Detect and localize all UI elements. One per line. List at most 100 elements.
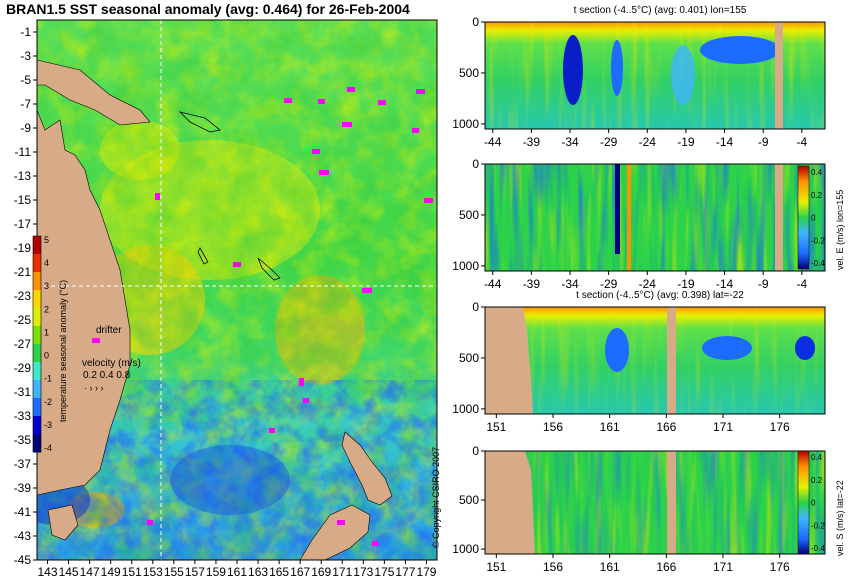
land-nz-south (299, 504, 371, 560)
colorbar-swatch (33, 308, 41, 327)
map-x-tick-label: 169 (311, 565, 331, 579)
map-y-ticks: -1 -3 -5 -7 -9 -11 -13 -15 -17 -19 -21 -23 -25 -27 -29… (14, 25, 37, 567)
panel3-title: t section (-4..5°C) (avg: 0.398) lat=-22 (576, 290, 744, 301)
map-x-tick-label: 155 (164, 565, 184, 579)
section-y-tick-label: 500 (459, 208, 479, 222)
map-x-tick-label: 145 (59, 565, 79, 579)
section-x-tick-label: -24 (639, 135, 657, 149)
colorbar-tick-label: 2 (44, 304, 49, 314)
colorbar-swatch (33, 272, 41, 291)
map-x-tick-label: 165 (269, 565, 289, 579)
colorbar-swatch (33, 236, 41, 255)
map-y-tick-label: -33 (14, 409, 32, 423)
panel2-colorbar-label: vel. E (m/s) lon=155 (835, 190, 845, 270)
land-png (37, 59, 151, 126)
panel-t-lon: t section (-4..5°C) (avg: 0.401) lon=155… (452, 5, 826, 149)
land-australia (37, 109, 131, 496)
section-x-tick-label: 156 (543, 560, 563, 574)
colorbar-tick-label: -0.4 (811, 544, 825, 553)
land-tasmania (47, 504, 79, 541)
colorbar-tick-label: -4 (44, 443, 52, 453)
map-y-tick-label: -29 (14, 361, 32, 375)
map-x-tick-label: 173 (353, 565, 373, 579)
panel-t-lat: t section (-4..5°C) (avg: 0.398) lat=-22… (452, 290, 826, 434)
section-x-tick-label: -14 (716, 277, 734, 291)
section-x-tick-label: -34 (561, 135, 579, 149)
section-x-tick-label: -34 (561, 277, 579, 291)
map-y-tick-label: -43 (14, 529, 32, 543)
map-y-tick-label: -45 (14, 553, 32, 567)
section-y-tick-label: 1000 (452, 259, 479, 273)
map-x-tick-label: 143 (38, 565, 58, 579)
map-y-tick-label: -17 (14, 217, 32, 231)
map-y-tick-label: -11 (15, 145, 32, 159)
section-x-tick-label: -44 (484, 277, 502, 291)
map-x-tick-label: 157 (185, 565, 205, 579)
colorbar-tick-label: 1 (44, 327, 49, 337)
section-y-tick-label: 1000 (452, 117, 479, 131)
map-y-tick-label: -31 (14, 385, 32, 399)
drifter-markers (147, 87, 433, 546)
section-x-tick-label: 176 (770, 420, 790, 434)
colorbar-swatch (33, 434, 41, 453)
section-x-tick-label: 166 (656, 560, 676, 574)
colorbar-swatch (33, 416, 41, 435)
section-panels: t section (-4..5°C) (avg: 0.401) lon=155… (452, 5, 845, 574)
section-x-tick-label: -4 (796, 277, 807, 291)
section-y-tick-label: 500 (459, 493, 479, 507)
section-x-tick-label: -29 (600, 135, 618, 149)
colorbar-swatch (33, 326, 41, 345)
velocity-arrows: · › › › (84, 383, 104, 393)
section-x-tick-label: 171 (713, 420, 733, 434)
section-x-tick-label: -24 (639, 277, 657, 291)
sst-map: -1-3-5-7-9-11-13-15-17-19-21-23-25-27-29… (14, 19, 438, 579)
map-y-tick-label: -21 (14, 265, 32, 279)
panel1-title: t section (-4..5°C) (avg: 0.401) lon=155 (574, 5, 747, 16)
section-x-tick-label: -29 (600, 277, 618, 291)
map-y-tick-label: -1 (20, 25, 31, 39)
map-x-tick-label: 147 (80, 565, 100, 579)
colorbar-label: temperature seasonal anomaly (°C) (58, 280, 68, 422)
colorbar-tick-label: 0.4 (811, 453, 823, 462)
section-x-tick-label: 156 (543, 420, 563, 434)
colorbar-swatch (33, 380, 41, 399)
map-y-tick-label: -9 (20, 121, 31, 135)
map-x-tick-label: 171 (332, 565, 352, 579)
section-y-tick-label: 1000 (452, 542, 479, 556)
drifter-label: drifter (96, 325, 122, 336)
colorbar-tick-label: -0.4 (811, 259, 825, 268)
section-y-tick-label: 1000 (452, 402, 479, 416)
map-x-tick-label: 163 (248, 565, 268, 579)
colorbar-tick-label: 0 (811, 214, 816, 223)
colorbar-tick-label: 0 (44, 351, 49, 361)
section-x-tick-label: -44 (484, 135, 502, 149)
map-x-tick-label: 177 (395, 565, 415, 579)
velocity-label: velocity (m/s) (82, 358, 141, 369)
section-y-tick-label: 0 (472, 444, 479, 458)
colorbar-swatch (33, 362, 41, 381)
colorbar-tick-label: 3 (44, 281, 49, 291)
section-x-tick-label: 151 (486, 420, 506, 434)
map-x-ticks: 143 145 147 149 151 153 155 157 159 161 163 165 167 1… (38, 560, 437, 579)
section-x-tick-label: -39 (523, 135, 541, 149)
map-y-tick-label: -37 (14, 457, 32, 471)
colorbar-swatch (33, 254, 41, 273)
map-y-tick-label: -25 (14, 313, 32, 327)
section-y-tick-label: 0 (472, 300, 479, 314)
map-y-tick-label: -7 (20, 97, 31, 111)
section-x-tick-label: 151 (486, 560, 506, 574)
land-nz-north (341, 431, 393, 506)
map-x-tick-label: 179 (416, 565, 436, 579)
drifter-legend-marker (92, 338, 100, 343)
section-y-tick-label: 0 (472, 157, 479, 171)
section-x-tick-label: -19 (677, 135, 695, 149)
map-y-tick-label: -3 (20, 49, 31, 63)
map-y-tick-label: -23 (14, 289, 32, 303)
map-x-tick-label: 175 (374, 565, 394, 579)
section-x-tick-label: 161 (600, 420, 620, 434)
colorbar-tick-label: -1 (44, 374, 52, 384)
map-x-tick-label: 161 (227, 565, 247, 579)
map-y-tick-label: -5 (20, 73, 31, 87)
map-x-tick-label: 167 (290, 565, 310, 579)
map-y-tick-label: -41 (14, 505, 32, 519)
